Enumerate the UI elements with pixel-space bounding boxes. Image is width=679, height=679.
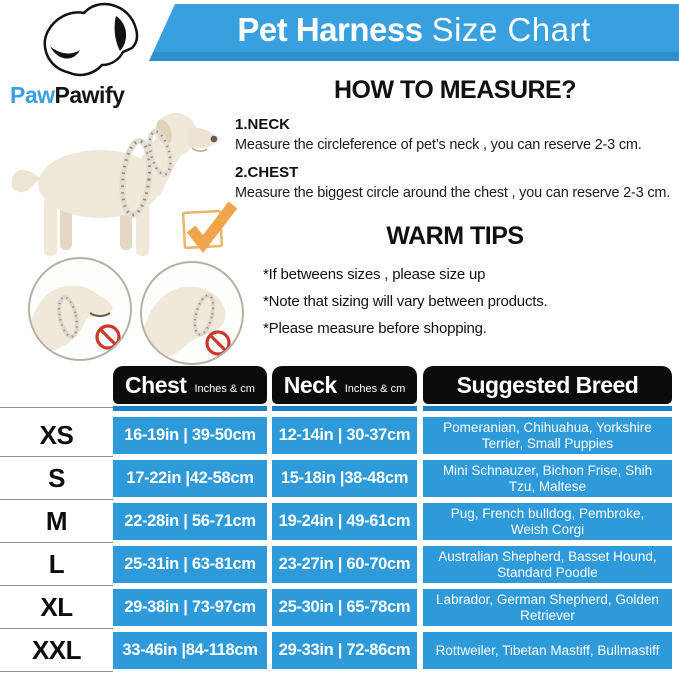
row-divider xyxy=(0,499,113,500)
size-chart-table: Chest Inches & cm Neck Inches & cm Sugge… xyxy=(0,366,679,679)
neck-column-stripe xyxy=(272,406,417,411)
how-to-measure-title: HOW TO MEASURE? xyxy=(333,76,577,104)
warm-tips-section: WARM TIPS *If betweens sizes , please si… xyxy=(235,222,675,342)
title-banner: Pet Harness Size Chart xyxy=(149,4,679,61)
breed-header-label: Suggested Breed xyxy=(456,371,639,398)
breed-column-stripe xyxy=(423,406,672,411)
banner-title-light: Size Chart xyxy=(431,10,591,48)
correct-checkmark-icon xyxy=(181,201,238,253)
breed-value: Mini Schnauzer, Bichon Frise, Shih Tzu, … xyxy=(423,460,672,497)
wrong-measure-example-1 xyxy=(28,257,132,361)
chest-value: 29-38in | 73-97cm xyxy=(113,589,267,626)
brand-name: PawPawify xyxy=(10,82,170,109)
breed-value: Pomeranian, Chihuahua, Yorkshire Terrier… xyxy=(423,417,672,454)
breed-value: Pug, French bulldog, Pembroke, Weish Cor… xyxy=(423,503,672,540)
table-rows: XS 16-19in | 39-50cm 12-14in | 30-37cm P… xyxy=(0,417,679,675)
brand-name-blue: Paw xyxy=(10,82,55,108)
chest-header-sublabel: Inches & cm xyxy=(194,382,255,395)
brand-logo: PawPawify xyxy=(6,0,176,115)
dog-measure-illustration-icon xyxy=(11,113,218,256)
tip-item: *Note that sizing will vary between prod… xyxy=(263,293,548,310)
neck-header-label: Neck xyxy=(283,371,337,398)
brand-name-dark: Pawify xyxy=(54,82,125,108)
chest-header-label: Chest xyxy=(125,371,187,398)
table-row: XS 16-19in | 39-50cm 12-14in | 30-37cm P… xyxy=(0,417,679,454)
column-header-chest: Chest Inches & cm xyxy=(113,366,267,404)
neck-value: 19-24in | 49-61cm xyxy=(272,503,417,540)
warm-tips-title: WARM TIPS xyxy=(386,222,524,250)
step-neck-label: 1.NECK xyxy=(235,116,291,133)
row-divider xyxy=(0,671,113,672)
row-divider xyxy=(0,585,113,586)
table-row: S 17-22in |42-58cm 15-18in |38-48cm Mini… xyxy=(0,460,679,497)
row-divider xyxy=(0,407,113,408)
row-divider xyxy=(0,628,113,629)
row-divider xyxy=(0,542,113,543)
size-label: XS xyxy=(39,420,74,450)
table-row: L 25-31in | 63-81cm 23-27in | 60-70cm Au… xyxy=(0,546,679,583)
tip-item: *Please measure before shopping. xyxy=(263,320,487,337)
chest-value: 25-31in | 63-81cm xyxy=(113,546,267,583)
tip-item: *If betweens sizes , please size up xyxy=(263,266,486,283)
neck-value: 12-14in | 30-37cm xyxy=(272,417,417,454)
table-row: M 22-28in | 56-71cm 19-24in | 49-61cm Pu… xyxy=(0,503,679,540)
step-neck-text: Measure the circleference of pet’s neck … xyxy=(235,137,642,153)
chest-value: 17-22in |42-58cm xyxy=(113,460,267,497)
neck-value: 15-18in |38-48cm xyxy=(272,460,417,497)
chest-value: 22-28in | 56-71cm xyxy=(113,503,267,540)
size-label: M xyxy=(45,506,68,536)
size-label: XL xyxy=(40,592,73,622)
dog-head-neck-tape-icon xyxy=(142,286,226,361)
wrong-measure-example-2 xyxy=(140,261,244,365)
column-header-breed: Suggested Breed xyxy=(423,366,672,404)
neck-value: 29-33in | 72-86cm xyxy=(272,632,417,669)
prohibited-icon xyxy=(95,324,121,350)
dog-head-neck-tape-icon xyxy=(30,285,113,354)
row-divider xyxy=(0,456,113,457)
step-chest-text: Measure the biggest circle around the ch… xyxy=(235,185,671,201)
size-label: L xyxy=(48,549,65,579)
column-header-neck: Neck Inches & cm xyxy=(272,366,417,404)
prohibited-icon xyxy=(205,330,231,356)
chest-value: 33-46in |84-118cm xyxy=(113,632,267,669)
dog-head-logo-icon xyxy=(43,2,139,77)
banner-title-bold: Pet Harness xyxy=(237,10,423,48)
chest-column-stripe xyxy=(113,406,267,411)
breed-value: Australian Shepherd, Basset Hound, Stand… xyxy=(423,546,672,583)
size-label: S xyxy=(48,463,65,493)
breed-value: Rottweiler, Tibetan Mastiff, Bullmastiff xyxy=(423,632,672,669)
table-row: XL 29-38in | 73-97cm 25-30in | 65-78cm L… xyxy=(0,589,679,626)
table-row: XXL 33-46in |84-118cm 29-33in | 72-86cm … xyxy=(0,632,679,669)
how-to-measure-section: HOW TO MEASURE? 1.NECK Measure the circl… xyxy=(235,76,675,201)
neck-header-sublabel: Inches & cm xyxy=(344,382,406,395)
neck-value: 23-27in | 60-70cm xyxy=(272,546,417,583)
chest-value: 16-19in | 39-50cm xyxy=(113,417,267,454)
breed-value: Labrador, German Shepherd, Golden Retrie… xyxy=(423,589,672,626)
size-label: XXL xyxy=(31,635,82,665)
neck-value: 25-30in | 65-78cm xyxy=(272,589,417,626)
step-chest-label: 2.CHEST xyxy=(235,164,299,181)
